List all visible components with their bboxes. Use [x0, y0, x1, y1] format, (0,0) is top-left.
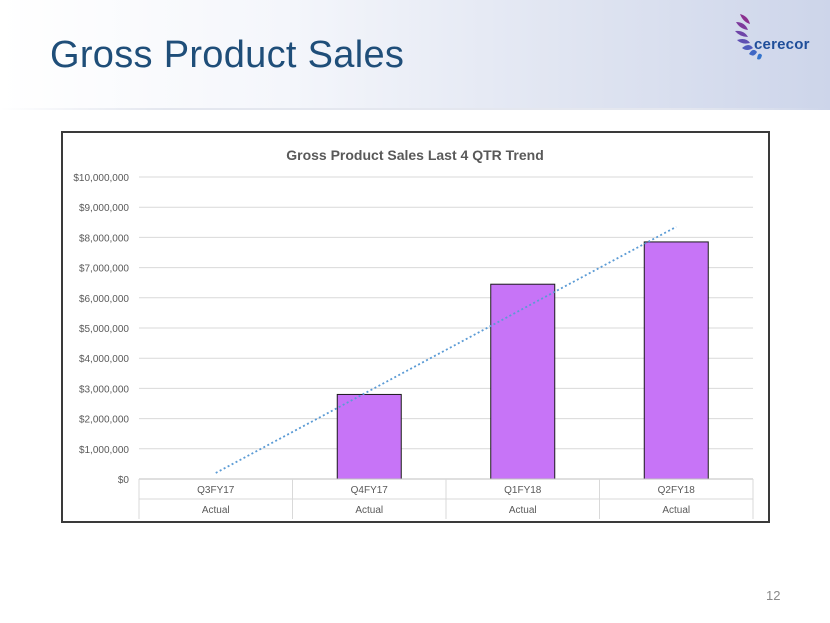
- y-tick-label: $0: [118, 475, 130, 486]
- chart-title: Gross Product Sales Last 4 QTR Trend: [286, 147, 544, 163]
- y-tick-label: $5,000,000: [79, 324, 129, 335]
- cerecor-logo-icon: [735, 14, 762, 60]
- page-number: 12: [766, 588, 781, 603]
- y-tick-label: $3,000,000: [79, 384, 129, 395]
- x-tick-label: Q3FY17: [197, 485, 235, 496]
- y-tick-label: $6,000,000: [79, 294, 129, 305]
- x-group-label: Actual: [202, 505, 230, 516]
- y-tick-label: $7,000,000: [79, 264, 129, 275]
- y-tick-label: $9,000,000: [79, 203, 129, 214]
- x-group-label: Actual: [662, 505, 690, 516]
- logo-text: cerecor: [754, 36, 810, 53]
- trendline: [215, 226, 677, 474]
- y-tick-label: $4,000,000: [79, 354, 129, 365]
- x-group-label: Actual: [355, 505, 383, 516]
- page-title: Gross Product Sales: [50, 34, 405, 76]
- x-tick-label: Q1FY18: [504, 485, 542, 496]
- header-band: [0, 0, 830, 110]
- bar-q4fy17: [336, 393, 402, 480]
- bar-q2fy18: [643, 241, 709, 480]
- bar-chart: Gross Product Sales Last 4 QTR Trend $0 $…: [73, 147, 754, 519]
- chart-frame: Gross Product Sales Last 4 QTR Trend $0 $…: [61, 131, 770, 523]
- y-tick-label: $8,000,000: [79, 233, 129, 244]
- y-tick-label: $2,000,000: [79, 415, 129, 426]
- bar-q1fy18: [490, 283, 556, 480]
- x-tick-label: Q4FY17: [351, 485, 389, 496]
- x-group-label: Actual: [509, 505, 537, 516]
- header-divider: [0, 108, 830, 110]
- y-tick-label: $10,000,000: [73, 173, 129, 184]
- y-tick-label: $1,000,000: [79, 445, 129, 456]
- x-tick-label: Q2FY18: [658, 485, 696, 496]
